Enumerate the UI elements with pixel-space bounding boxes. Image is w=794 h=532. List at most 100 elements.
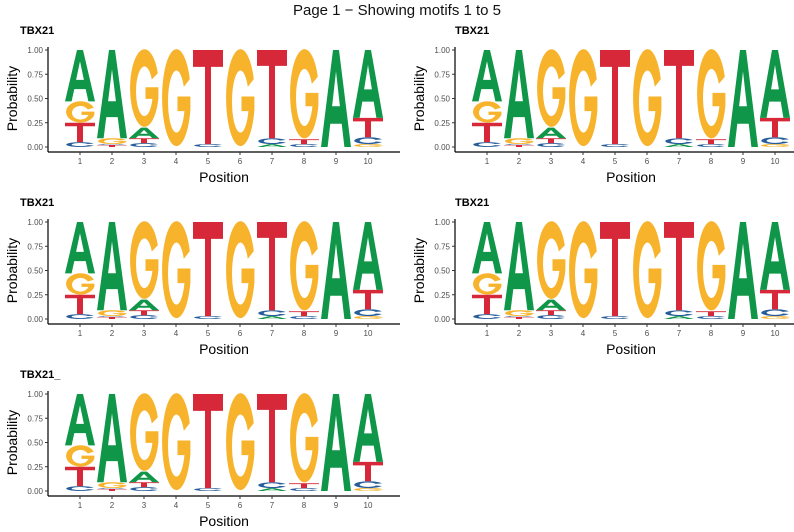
logo-letter-G xyxy=(537,49,566,127)
logo-letter-C xyxy=(473,314,501,319)
x-tick-label: 4 xyxy=(581,329,586,338)
motif-panel: TBX21_ 0.00 0.25 0.50 0.75 1.00 1 2 3 4 5 6 7 8 9 10 Pos… xyxy=(4,369,400,529)
x-tick-label: 5 xyxy=(206,329,211,338)
logo-letter-T xyxy=(129,482,159,488)
logo-letter-G xyxy=(66,273,95,295)
logo-letter-C xyxy=(505,144,533,146)
page-title: Page 1 − Showing motifs 1 to 5 xyxy=(292,2,502,19)
logo-letter-C xyxy=(665,138,693,145)
logo-letter-T xyxy=(129,310,159,316)
logo-letter-A xyxy=(129,471,159,483)
logo-letter-T xyxy=(193,394,223,489)
panel-title: TBX21 xyxy=(455,25,489,37)
panel-title: TBX21 xyxy=(455,197,489,209)
y-tick-label: 0.50 xyxy=(27,95,43,104)
logo-letter-C xyxy=(290,488,318,491)
x-tick-label: 7 xyxy=(677,157,682,166)
logo-letter-G xyxy=(569,221,598,319)
motif-panel: TBX21 0.00 0.25 0.50 0.75 1.00 1 2 3 4 5 6 7 8 9 10 Posi… xyxy=(411,197,794,357)
logo-letter-C xyxy=(473,142,501,147)
logo-letter-T xyxy=(289,311,319,317)
logo-letter-C xyxy=(258,482,286,489)
x-tick-label: 8 xyxy=(302,329,307,338)
logo-letter-A xyxy=(504,50,534,139)
x-tick-label: 4 xyxy=(174,157,179,166)
logo-letter-A xyxy=(472,222,502,274)
y-tick-label: 0.75 xyxy=(27,242,43,251)
logo-letter-T xyxy=(600,50,630,145)
y-tick-label: 0.25 xyxy=(27,291,43,300)
y-tick-label: 1.00 xyxy=(434,218,450,227)
x-tick-label: 10 xyxy=(364,157,373,166)
logo-letter-T xyxy=(65,122,95,143)
logo-letter-G xyxy=(633,49,662,147)
logo-letter-C xyxy=(194,488,222,491)
logo-letter-G xyxy=(697,221,726,311)
logo-letter-G xyxy=(226,393,255,491)
logo-letter-A xyxy=(728,50,758,147)
logo-letter-A xyxy=(321,394,351,491)
x-tick-label: 2 xyxy=(110,157,115,166)
x-tick-label: 9 xyxy=(334,329,339,338)
y-axis-label: Probability xyxy=(411,66,427,131)
logo-letter-C xyxy=(761,137,789,145)
logo-letter-G xyxy=(505,310,534,317)
logo-letter-C xyxy=(290,144,318,147)
y-tick-label: 0.75 xyxy=(434,242,450,251)
logo-letter-A xyxy=(129,127,159,139)
logo-letter-A xyxy=(760,222,790,290)
logo-letter-A xyxy=(65,394,95,446)
logo-letter-C xyxy=(697,144,725,147)
logo-letter-G xyxy=(162,221,191,319)
x-tick-label: 6 xyxy=(238,329,243,338)
y-tick-label: 0.00 xyxy=(27,487,43,496)
y-tick-label: 1.00 xyxy=(27,390,43,399)
y-axis-label: Probability xyxy=(4,66,20,131)
logo-letter-C xyxy=(697,316,725,319)
logo-letter-A xyxy=(353,222,383,290)
logo-letter-G xyxy=(98,138,127,145)
logo-letter-T xyxy=(696,139,726,145)
logo-letter-G xyxy=(697,49,726,139)
x-tick-label: 7 xyxy=(270,157,275,166)
logo-letter-G xyxy=(130,49,159,127)
logo-letter-T xyxy=(289,139,319,145)
logo-letter-G xyxy=(290,49,319,139)
logo-letter-G xyxy=(290,393,319,483)
x-tick-label: 4 xyxy=(174,329,179,338)
x-tick-label: 1 xyxy=(485,329,490,338)
x-tick-label: 9 xyxy=(741,157,746,166)
logo-letter-T xyxy=(760,117,790,138)
logo-letter-C xyxy=(98,144,126,146)
x-tick-label: 5 xyxy=(613,329,618,338)
logo-letter-G xyxy=(162,393,191,491)
logo-letter-G xyxy=(633,221,662,319)
motif-panel: TBX21 0.00 0.25 0.50 0.75 1.00 1 2 3 4 5 6 7 8 9 10 Posi… xyxy=(4,25,400,185)
logo-letter-T xyxy=(353,289,383,310)
logo-letter-A xyxy=(664,144,694,147)
logo-letter-C xyxy=(354,481,382,489)
panel-title: TBX21 xyxy=(20,25,54,37)
logo-letter-T xyxy=(97,145,127,147)
x-tick-label: 1 xyxy=(78,157,83,166)
x-tick-label: 3 xyxy=(549,157,554,166)
x-tick-label: 3 xyxy=(549,329,554,338)
x-axis-label: Position xyxy=(606,341,656,357)
logo-letter-A xyxy=(257,144,287,147)
logo-letter-G xyxy=(130,393,159,471)
y-axis-label: Probability xyxy=(4,410,20,475)
logo-letter-T xyxy=(353,461,383,482)
x-tick-label: 4 xyxy=(174,501,179,510)
logo-letter-T xyxy=(193,222,223,317)
y-tick-label: 0.50 xyxy=(27,439,43,448)
logo-letter-G xyxy=(761,144,790,147)
x-tick-label: 10 xyxy=(364,329,373,338)
x-axis-label: Position xyxy=(199,341,249,357)
logo-letter-G xyxy=(66,445,95,467)
logo-letter-C xyxy=(66,142,94,147)
logo-letter-A xyxy=(257,488,287,491)
y-tick-label: 0.25 xyxy=(434,291,450,300)
y-tick-label: 0.75 xyxy=(27,414,43,423)
x-tick-label: 8 xyxy=(709,329,714,338)
logo-letter-A xyxy=(97,222,127,311)
